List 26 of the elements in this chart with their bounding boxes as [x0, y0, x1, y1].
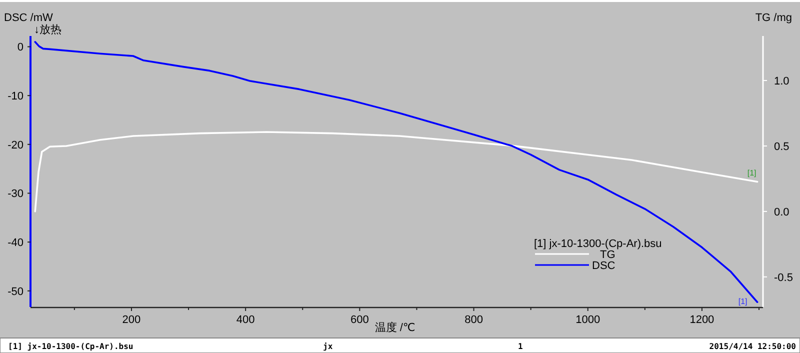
legend-label: TG [600, 249, 616, 261]
y-tick-label: -50 [8, 286, 24, 298]
y-tick-label: 0 [17, 42, 24, 54]
y-axis-title: DSC /mW [4, 12, 54, 24]
y2-tick-label: 1.0 [774, 76, 790, 88]
y-tick-label: -10 [8, 90, 24, 103]
legend-label: DSC [592, 260, 616, 272]
annotation: [1] [747, 168, 756, 178]
x-tick-label: 600 [350, 314, 369, 326]
legend-title: [1] jx-10-1300-(Cp-Ar).bsu [534, 238, 662, 250]
x-tick-label: 1000 [576, 314, 600, 326]
annotation: ↓放热 [34, 24, 62, 36]
y-tick-label: -30 [8, 188, 24, 200]
status-bar: [1] jx-10-1300-(Cp-Ar).bsu jx 1 2015/4/14 12:50:00 [0, 338, 800, 353]
annotation: [1] [738, 297, 748, 306]
y-tick-label: -20 [8, 139, 24, 152]
x-tick-label: 1200 [690, 314, 714, 326]
y2-tick-label: 0.5 [774, 140, 790, 153]
x-axis-title: 温度 /℃ [374, 321, 416, 334]
y2-axis-title: TG /mg [755, 12, 792, 24]
x-tick-label: 200 [122, 314, 141, 326]
y-tick-label: -40 [8, 237, 24, 250]
y2-tick-label: 0.0 [774, 206, 790, 218]
x-tick-label: 400 [236, 314, 255, 326]
y2-tick-label: -0.5 [774, 272, 793, 284]
x-tick-label: 800 [464, 314, 483, 326]
